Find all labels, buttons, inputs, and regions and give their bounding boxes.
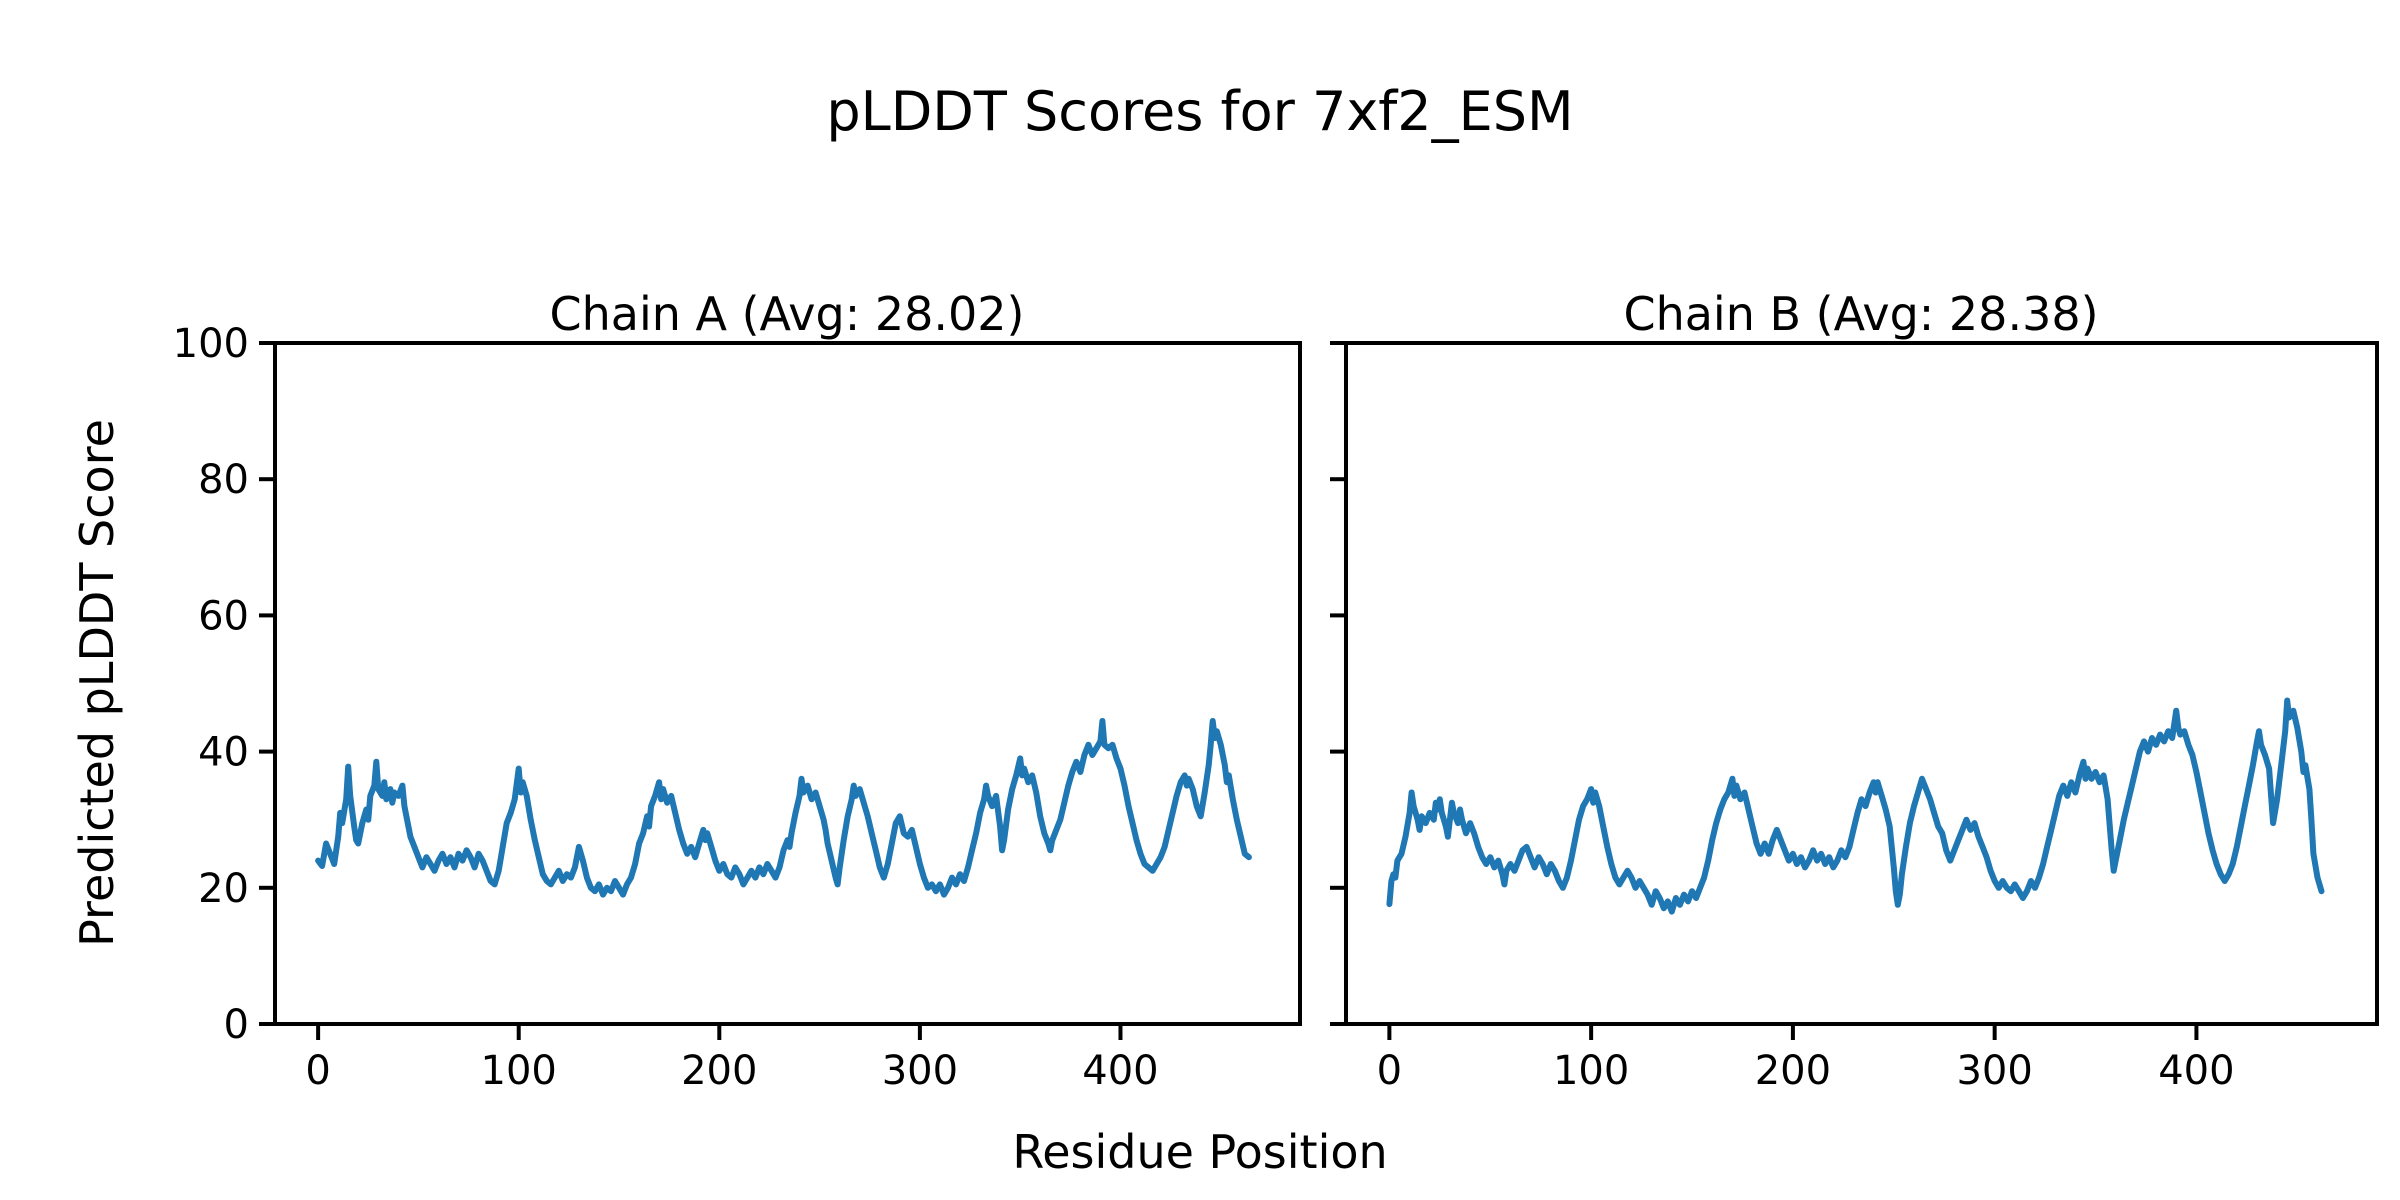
x-tick-label: 0 [305,1048,330,1094]
x-tick-label: 400 [1082,1048,1158,1094]
subplot-a-frame [273,341,1302,1026]
y-tick-label: 100 [173,321,249,367]
figure-title: pLDDT Scores for 7xf2_ESM [826,80,1573,143]
subplot-b-ticks: 0 100 200 300 400 [1330,341,2235,1094]
subplot-chain-b: Chain B (Avg: 28.38) 0 100 200 300 400 [1330,287,2379,1094]
x-tick-label: 100 [1553,1048,1629,1094]
x-tick-label: 0 [1377,1048,1402,1094]
x-tick-label: 400 [2158,1048,2234,1094]
y-tick-label: 0 [224,1002,249,1048]
subplot-chain-a: Chain A (Avg: 28.02) 0 100 200 300 400 0 20 40 6… [173,287,1302,1094]
x-tick-label: 200 [681,1048,757,1094]
subplot-a-ticks: 0 100 200 300 400 0 20 40 60 80 100 [173,321,1159,1094]
y-tick-label: 60 [198,593,249,639]
y-tick-label: 40 [198,730,249,776]
subplot-b-title: Chain B (Avg: 28.38) [1623,287,2098,341]
plddt-line-chain-b [1386,697,2325,915]
y-tick-label: 80 [198,457,249,503]
subplot-b-frame [1344,341,2379,1026]
y-axis-label: Predicted pLDDT Score [70,419,124,947]
x-tick-label: 300 [1956,1048,2032,1094]
x-tick-label: 200 [1755,1048,1831,1094]
y-tick-label: 20 [198,866,249,912]
plddt-line-chain-a [315,718,1252,898]
x-tick-label: 100 [481,1048,557,1094]
subplot-a-title: Chain A (Avg: 28.02) [549,287,1024,341]
x-axis-label: Residue Position [1012,1125,1387,1179]
x-tick-label: 300 [882,1048,958,1094]
